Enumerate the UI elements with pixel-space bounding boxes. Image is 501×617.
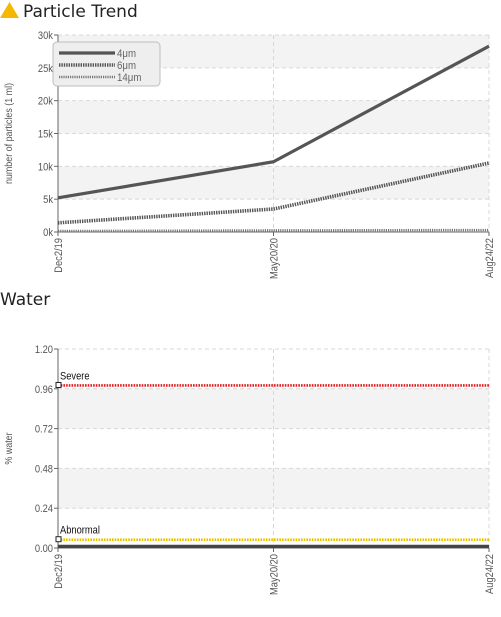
y-tick-label: 0.24 <box>35 504 53 516</box>
water-chart: 0.00 0.24 0.48 0.72 0.96 1.20 Dec2/19 May20/20 A… <box>3 344 496 595</box>
x-tick-label: Aug24/22 <box>484 554 496 594</box>
series-line-2 <box>57 161 490 225</box>
threshold-marker <box>55 381 62 388</box>
y-tick-label: 30k <box>38 30 54 42</box>
y-tick-label: 0.00 <box>35 543 53 555</box>
y-tick-label: 0.96 <box>35 384 53 396</box>
series-line-1 <box>57 44 490 200</box>
series-line-3 <box>57 228 490 233</box>
x-tick-label: Dec2/19 <box>53 554 65 589</box>
x-tick-label: May20/20 <box>269 554 281 595</box>
particle-trend-chart: 0k 5k 10k 15k 20k 25k 30k Dec2/19 May20/20 Aug24/… <box>3 30 496 279</box>
y-tick-label: 15k <box>38 129 54 141</box>
y-tick-label: 0.72 <box>35 424 53 436</box>
water-title: Water <box>0 290 51 310</box>
legend-label: 4μm <box>117 49 136 61</box>
y-tick-label: 0k <box>43 227 54 239</box>
threshold-marker <box>55 536 62 543</box>
grid-band <box>58 468 489 509</box>
threshold-label: Severe <box>60 371 90 383</box>
y-tick-label: 1.20 <box>35 344 53 356</box>
y-axis-label: % water <box>3 432 15 465</box>
particle-trend-title: Particle Trend <box>0 2 138 23</box>
particle-trend-title-text: Particle Trend <box>23 2 138 22</box>
legend-label: 6μm <box>117 61 136 73</box>
warning-triangle-icon <box>0 2 19 23</box>
x-tick-label: Aug24/22 <box>484 238 496 278</box>
y-tick-label: 10k <box>38 162 54 174</box>
y-tick-label: 5k <box>43 195 54 207</box>
y-tick-label: 0.48 <box>35 464 53 476</box>
x-tick-label: Dec2/19 <box>53 238 65 273</box>
legend-label: 14μm <box>117 73 141 85</box>
y-tick-label: 20k <box>38 96 54 108</box>
x-tick-label: May20/20 <box>269 238 281 279</box>
threshold-label: Abnormal <box>60 525 100 537</box>
y-axis-label: number of particles (1 ml) <box>3 83 15 184</box>
y-tick-label: 25k <box>38 63 54 75</box>
